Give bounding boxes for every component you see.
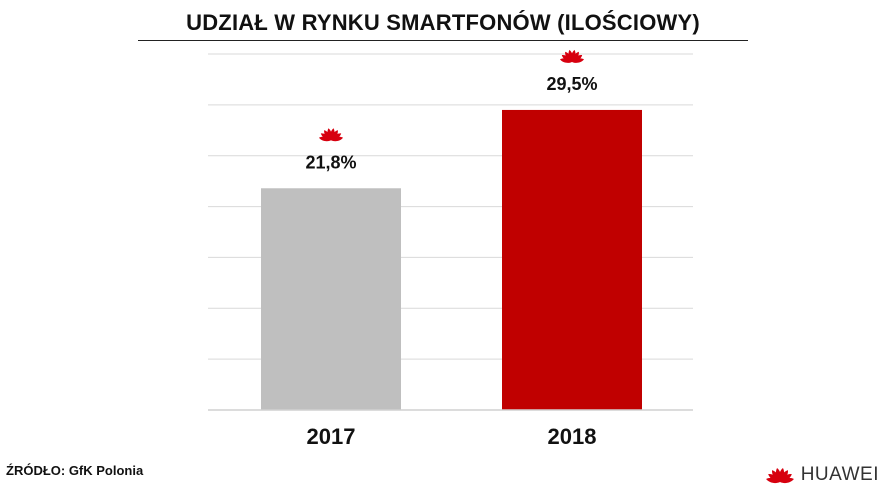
brand-name: HUAWEI	[800, 464, 879, 485]
flower-petal	[765, 477, 780, 484]
huawei-brand: HUAWEI	[763, 462, 879, 488]
huawei-flower-petals	[765, 468, 794, 484]
flower-petal	[572, 58, 585, 63]
flower-petal	[778, 468, 784, 482]
source-note: ŹRÓDŁO: GfK Polonia	[6, 463, 144, 478]
bar-2017	[261, 188, 401, 410]
huawei-flower-icon	[765, 468, 794, 484]
flower-petal	[331, 136, 344, 142]
data-label-2017: 21,8%	[305, 152, 356, 172]
flower-petal	[779, 477, 794, 484]
chart-title: UDZIAŁ W RYNKU SMARTFONÓW (ILOŚCIOWY)	[186, 10, 700, 35]
huawei-flower-icon	[318, 128, 344, 142]
flower-petal	[318, 136, 331, 142]
data-label-2018: 29,5%	[546, 74, 597, 94]
flower-petal	[330, 128, 335, 141]
huawei-flower-icon	[559, 49, 585, 63]
bar-2018	[502, 109, 642, 410]
flower-petal	[559, 58, 572, 63]
x-tick-label-2017: 2017	[307, 424, 356, 449]
title-underline	[138, 40, 748, 41]
x-tick-label-2018: 2018	[548, 424, 597, 449]
flower-petal	[571, 49, 576, 62]
